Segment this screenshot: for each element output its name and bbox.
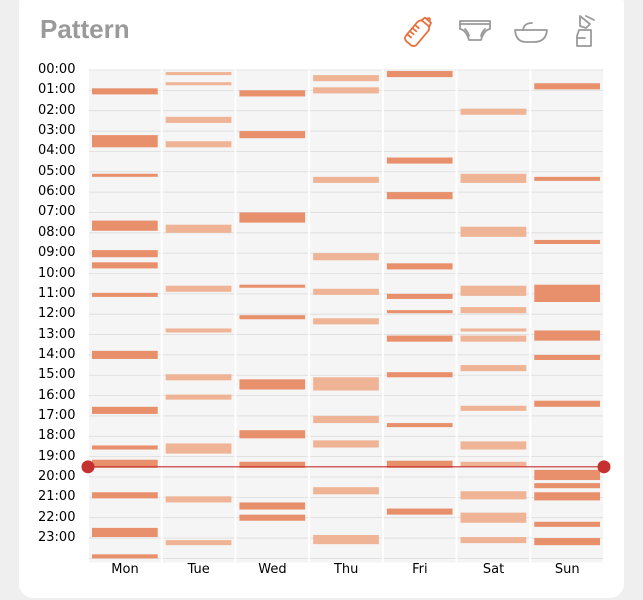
hour-label: 14:00 [38, 346, 76, 362]
day-label: Wed [258, 562, 287, 577]
page-title: Pattern [40, 14, 130, 44]
hour-label: 21:00 [38, 489, 76, 505]
day-label: Sat [482, 562, 505, 577]
hour-label: 11:00 [38, 285, 76, 301]
hour-label: 00:00 [38, 62, 76, 77]
hour-label: 16:00 [38, 387, 76, 403]
hour-label: 09:00 [38, 245, 76, 261]
day-label: Mon [111, 562, 139, 577]
day-label: Fri [412, 562, 428, 577]
diaper-icon[interactable] [456, 12, 494, 50]
hour-label: 22:00 [38, 509, 76, 525]
hour-label: 08:00 [38, 224, 76, 240]
hour-label: 12:00 [38, 306, 76, 322]
bottle-icon[interactable] [400, 12, 438, 50]
hour-label: 15:00 [38, 367, 76, 383]
hour-label: 13:00 [38, 326, 76, 342]
bath-icon[interactable] [512, 12, 550, 50]
hour-label: 19:00 [38, 448, 76, 464]
hour-label: 03:00 [38, 123, 76, 139]
hour-label: 10:00 [38, 265, 76, 281]
hour-label: 20:00 [38, 469, 76, 484]
pattern-card [19, 0, 624, 598]
hour-label: 02:00 [38, 102, 76, 118]
hour-label: 06:00 [38, 184, 76, 200]
breast-pump-icon[interactable] [566, 12, 604, 50]
hour-label: 05:00 [38, 163, 76, 179]
day-label: Tue [187, 562, 210, 577]
hour-label: 18:00 [38, 428, 76, 444]
hour-label: 17:00 [38, 407, 76, 423]
hour-label: 01:00 [38, 82, 76, 98]
hour-label: 04:00 [38, 143, 76, 159]
day-label: Thu [333, 562, 359, 577]
hour-label: 07:00 [38, 204, 76, 220]
hour-label: 23:00 [38, 530, 76, 546]
day-label: Sun [554, 562, 580, 577]
